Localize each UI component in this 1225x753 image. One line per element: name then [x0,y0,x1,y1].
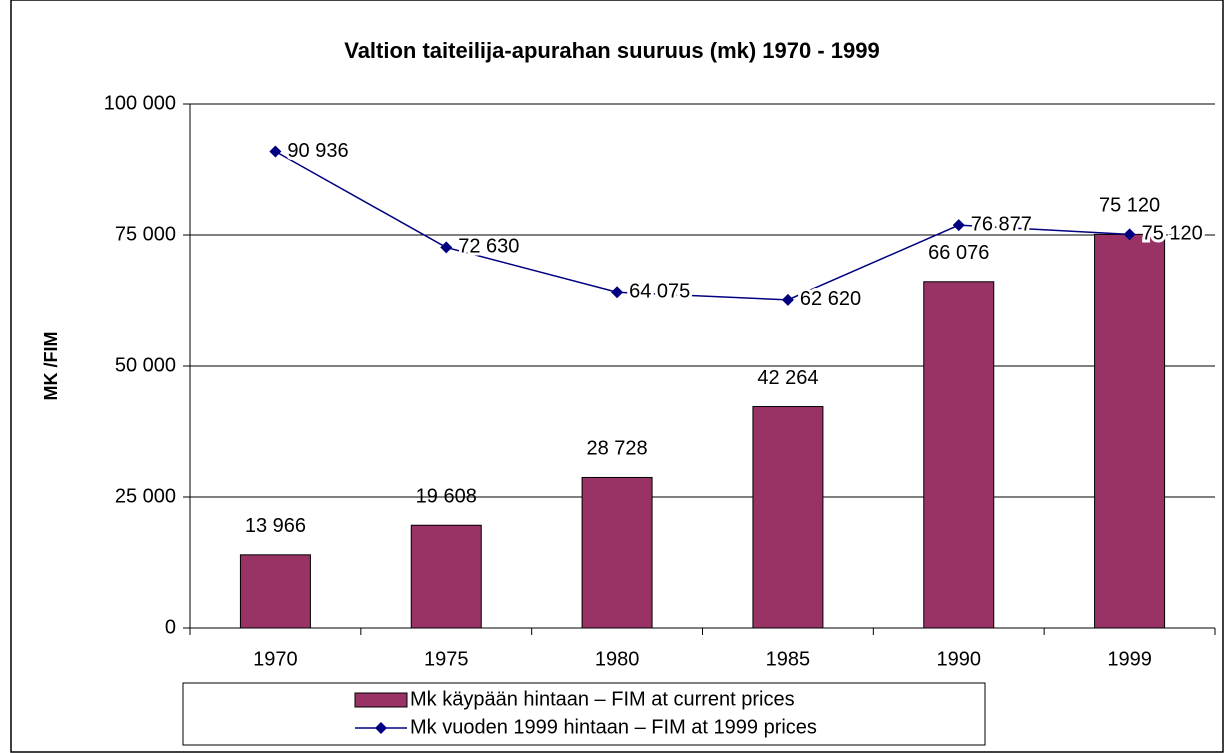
legend [182,682,986,746]
line-marker [952,219,965,232]
bar-value-label: 42 264 [757,367,818,389]
x-tick-label: 1970 [253,648,298,670]
legend-label: Mk käypään hintaan – FIM at current pric… [410,688,795,710]
bar [581,476,653,629]
y-tick-label: 25 000 [115,485,176,507]
chart-frame [10,0,1224,753]
y-tick-label: 100 000 [104,92,176,114]
x-tick-label: 1990 [937,648,982,670]
line-marker [269,145,282,158]
line-marker [781,293,794,306]
line-value-label: 76 877 [971,213,1032,235]
chart-title: Valtion taiteilija-apurahan suuruus (mk)… [344,38,880,63]
y-tick-label: 75 000 [115,223,176,245]
line-value-label: 72 630 [458,236,519,258]
bar [239,554,311,629]
line-marker [611,286,624,299]
bar-value-label: 66 076 [928,242,989,264]
bar-value-label: 75 120 [1099,195,1160,217]
y-axis-label: MK /FIM [41,332,61,401]
bar-value-label: 19 608 [416,486,477,508]
x-tick-label: 1999 [1107,648,1152,670]
bar-value-label: 13 966 [245,515,306,537]
line [275,150,1130,301]
bar [1094,233,1166,629]
bar [752,406,824,629]
legend-swatch [354,692,408,708]
y-tick-label: 0 [165,616,176,638]
line-value-label: 75 120 [1142,223,1203,245]
bar [923,281,995,629]
line-value-label: 64 075 [629,281,690,303]
line-marker [440,241,453,254]
legend-marker [375,722,387,734]
x-tick-label: 1980 [595,648,640,670]
x-tick-label: 1985 [766,648,811,670]
line-value-label: 90 936 [287,140,348,162]
x-tick-label: 1975 [424,648,469,670]
legend-label: Mk vuoden 1999 hintaan – FIM at 1999 pri… [410,716,817,738]
line-value-label: 62 620 [800,288,861,310]
bar [410,524,482,629]
line-marker [1123,228,1136,241]
y-tick-label: 50 000 [115,354,176,376]
bar-value-label: 28 728 [586,438,647,460]
